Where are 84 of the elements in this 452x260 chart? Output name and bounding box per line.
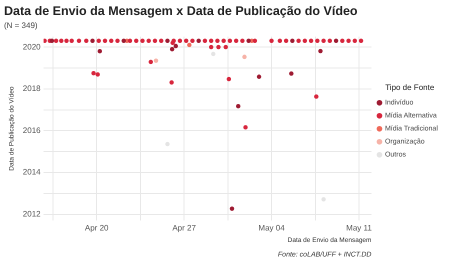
chart-subtitle: (N = 349) — [4, 21, 38, 30]
point — [184, 38, 188, 43]
chart-title: Data de Envio da Mensagem x Data de Publicação do Vídeo — [4, 4, 358, 18]
point — [159, 38, 164, 43]
point — [358, 38, 364, 43]
point — [216, 44, 221, 50]
point — [96, 72, 100, 77]
point — [315, 38, 320, 43]
point — [178, 38, 182, 43]
point — [221, 38, 226, 43]
point — [246, 38, 251, 43]
point — [146, 38, 151, 43]
x-tick-label: Apr 20 — [84, 224, 110, 233]
point — [226, 76, 232, 82]
point — [84, 38, 88, 43]
y-tick-label: 2018 — [22, 84, 42, 94]
point — [236, 104, 240, 108]
point — [224, 44, 228, 50]
point — [240, 38, 245, 43]
point — [115, 38, 120, 43]
point — [290, 38, 295, 43]
point — [64, 38, 69, 43]
point — [334, 38, 338, 43]
point — [128, 38, 132, 43]
point — [308, 38, 314, 43]
point — [346, 38, 351, 43]
point — [91, 70, 96, 76]
point — [256, 74, 262, 79]
point — [187, 42, 192, 48]
point — [284, 38, 288, 43]
point — [140, 38, 145, 43]
point — [278, 38, 282, 43]
point — [208, 44, 214, 50]
point — [170, 40, 175, 46]
point — [318, 48, 323, 54]
point — [90, 38, 95, 43]
point — [165, 142, 170, 146]
x-tick-label: Apr 27 — [172, 224, 196, 233]
point — [228, 38, 232, 43]
point — [243, 125, 248, 130]
point — [269, 38, 274, 43]
point — [208, 38, 214, 43]
point — [321, 38, 326, 43]
point — [302, 38, 308, 43]
point — [314, 94, 318, 99]
point — [340, 38, 345, 43]
y-tick-label: 2014 — [22, 168, 42, 177]
point — [230, 206, 234, 211]
point — [289, 71, 294, 76]
point — [152, 38, 158, 43]
point — [211, 52, 216, 56]
point — [148, 60, 154, 64]
point — [321, 197, 326, 202]
x-tick-label: May 04 — [258, 224, 286, 233]
point — [242, 54, 247, 60]
y-tick-label: 2016 — [22, 126, 42, 135]
point — [96, 38, 101, 43]
point — [234, 38, 238, 43]
point — [202, 38, 208, 43]
point — [109, 38, 114, 43]
point — [170, 46, 174, 52]
point — [196, 38, 201, 43]
x-tick-label: May 11 — [346, 224, 372, 233]
point — [98, 49, 102, 54]
point — [215, 38, 220, 43]
point — [190, 38, 195, 43]
point — [296, 38, 301, 43]
point — [328, 38, 332, 43]
point — [102, 38, 108, 43]
point — [76, 38, 82, 43]
point — [122, 38, 126, 43]
point — [59, 38, 64, 43]
legend-title: Tipo de Fonte — [385, 82, 435, 92]
point — [252, 38, 258, 43]
point — [70, 38, 74, 43]
point — [134, 38, 138, 43]
point — [54, 38, 58, 43]
point — [154, 58, 158, 63]
point — [352, 38, 358, 43]
point — [169, 80, 174, 85]
y-tick-label: 2020 — [22, 42, 42, 52]
point — [174, 44, 178, 48]
y-tick-label: 2012 — [22, 210, 42, 219]
point — [165, 38, 170, 43]
